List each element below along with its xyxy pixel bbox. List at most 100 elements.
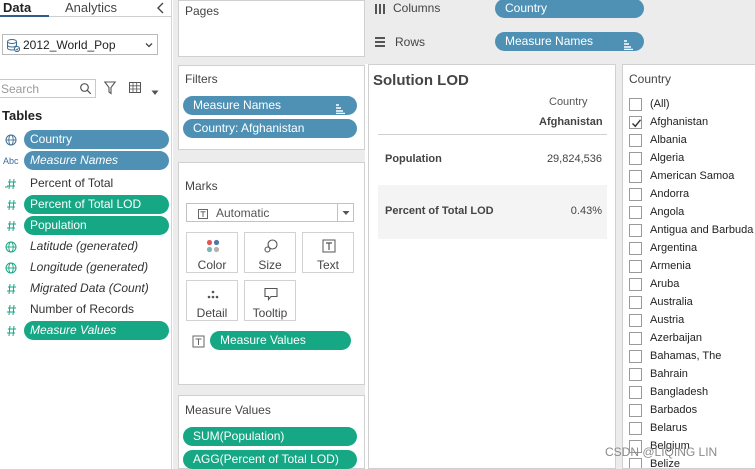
checkbox-unchecked[interactable] [629, 314, 642, 327]
checkbox-unchecked[interactable] [629, 386, 642, 399]
field-label: Percent of Total LOD [30, 197, 142, 211]
search-icon[interactable] [79, 82, 92, 95]
pages-shelf[interactable]: Pages [178, 0, 365, 57]
checkbox-unchecked[interactable] [629, 422, 642, 435]
view-options-chevron-icon[interactable] [151, 85, 159, 95]
text-mark-icon [192, 335, 206, 349]
checkbox-unchecked[interactable] [629, 188, 642, 201]
quick-filter-item[interactable]: Bangladesh [629, 384, 755, 402]
checkbox-unchecked[interactable] [629, 440, 642, 453]
marks-color-button[interactable]: Color [186, 232, 238, 273]
quick-filter-item[interactable]: Armenia [629, 258, 755, 276]
measure-values-pill-population[interactable]: SUM(Population) [183, 427, 357, 446]
tab-analytics[interactable]: Analytics [65, 0, 118, 15]
filter-pill-measure-names[interactable]: Measure Names [183, 96, 357, 115]
quick-filter-item[interactable]: Belgium [629, 438, 755, 456]
quick-filter-item[interactable]: Angola [629, 204, 755, 222]
measure-values-pill-percent-lod[interactable]: AGG(Percent of Total LOD) [183, 450, 357, 469]
filter-pill-country[interactable]: Country: Afghanistan [183, 119, 357, 138]
search-input[interactable] [1, 81, 79, 96]
quick-filter-label: Armenia [650, 260, 691, 272]
field-label: Longitude (generated) [30, 260, 149, 274]
collapse-pane-icon[interactable] [154, 0, 168, 16]
marks-text-button[interactable]: Text [302, 232, 354, 273]
column-header-afghanistan[interactable]: Afghanistan [539, 116, 603, 128]
checkbox-unchecked[interactable] [629, 170, 642, 183]
field-measure-names[interactable]: Abc Measure Names [0, 151, 172, 170]
measure-values-card[interactable]: Measure Values SUM(Population) AGG(Perce… [178, 395, 365, 469]
checkbox-unchecked[interactable] [629, 206, 642, 219]
rows-shelf[interactable]: Rows Measure Names [368, 32, 755, 54]
value-percent-lod[interactable]: 0.43% [570, 205, 602, 217]
mark-type-select[interactable]: Automatic [186, 203, 354, 222]
columns-shelf[interactable]: Columns Country [368, 0, 755, 20]
list-view-icon[interactable] [129, 82, 141, 93]
sort-icon [335, 101, 346, 115]
marks-tooltip-button[interactable]: Tooltip [244, 280, 296, 321]
marks-detail-button[interactable]: Detail [186, 280, 238, 321]
marks-button-label: Size [258, 258, 282, 272]
pane-gutter [178, 57, 365, 65]
quick-filter-label: Barbados [650, 404, 698, 416]
marks-size-button[interactable]: Size [244, 232, 296, 273]
quick-filter-item[interactable]: Afghanistan [629, 114, 755, 132]
filters-card[interactable]: Filters Measure Names Country: Afghanist… [178, 65, 365, 150]
field-label: Latitude (generated) [30, 239, 139, 253]
filters-title: Filters [185, 72, 218, 86]
quick-filter-item[interactable]: Antigua and Barbuda [629, 222, 755, 240]
field-measure-values[interactable]: Measure Values [0, 321, 172, 340]
checkbox-unchecked[interactable] [629, 134, 642, 147]
rows-pill-measure-names[interactable]: Measure Names [495, 32, 644, 51]
field-percent-of-total-lod[interactable]: Percent of Total LOD [0, 195, 172, 214]
quick-filter-item[interactable]: American Samoa [629, 168, 755, 186]
quick-filter-item[interactable]: Australia [629, 294, 755, 312]
quick-filter-item[interactable]: Barbados [629, 402, 755, 420]
measure-type-icon [5, 283, 17, 295]
field-population[interactable]: Population [0, 216, 172, 235]
field-country[interactable]: Country [0, 130, 172, 149]
field-search [0, 79, 96, 98]
quick-filter-item[interactable]: Austria [629, 312, 755, 330]
checkbox-unchecked[interactable] [629, 458, 642, 468]
quick-filter-item[interactable]: (All) [629, 96, 755, 114]
field-percent-of-total[interactable]: = Percent of Total [0, 174, 172, 193]
header-divider [378, 134, 607, 135]
checkbox-unchecked[interactable] [629, 350, 642, 363]
field-migrated-data-count[interactable]: Migrated Data (Count) [0, 279, 172, 298]
quick-filter-item[interactable]: Aruba [629, 276, 755, 294]
value-population[interactable]: 29,824,536 [546, 153, 602, 165]
quick-filter-item[interactable]: Bahrain [629, 366, 755, 384]
filter-icon[interactable] [103, 81, 117, 95]
measure-type-icon [5, 220, 17, 232]
field-number-of-records[interactable]: Number of Records [0, 300, 172, 319]
columns-pill-country[interactable]: Country [495, 0, 644, 18]
checkbox-unchecked[interactable] [629, 278, 642, 291]
pane-gutter [178, 385, 365, 395]
checkbox-unchecked[interactable] [629, 332, 642, 345]
tab-data[interactable]: Data [0, 0, 49, 17]
checkbox-unchecked[interactable] [629, 242, 642, 255]
field-latitude[interactable]: Latitude (generated) [0, 237, 172, 256]
field-longitude[interactable]: Longitude (generated) [0, 258, 172, 277]
quick-filter-item[interactable]: Bahamas, The [629, 348, 755, 366]
marks-pill-measure-values[interactable]: Measure Values [210, 331, 351, 350]
quick-filter-item[interactable]: Andorra [629, 186, 755, 204]
quick-filter-item[interactable]: Algeria [629, 150, 755, 168]
checkbox-checked[interactable] [629, 116, 642, 129]
detail-icon [206, 287, 220, 301]
checkbox-unchecked[interactable] [629, 296, 642, 309]
quick-filter-item[interactable]: Albania [629, 132, 755, 150]
checkbox-unchecked[interactable] [629, 98, 642, 111]
datasource-select[interactable]: 2012_World_Pop [2, 34, 158, 55]
quick-filter-item[interactable]: Azerbaijan [629, 330, 755, 348]
checkbox-unchecked[interactable] [629, 152, 642, 165]
checkbox-unchecked[interactable] [629, 404, 642, 417]
quick-filter-item[interactable]: Belize [629, 456, 755, 468]
checkbox-unchecked[interactable] [629, 224, 642, 237]
checkbox-unchecked[interactable] [629, 368, 642, 381]
chevron-down-icon [144, 39, 154, 49]
row-label-percent-lod: Percent of Total LOD [385, 205, 494, 217]
quick-filter-item[interactable]: Argentina [629, 240, 755, 258]
checkbox-unchecked[interactable] [629, 260, 642, 273]
quick-filter-item[interactable]: Belarus [629, 420, 755, 438]
